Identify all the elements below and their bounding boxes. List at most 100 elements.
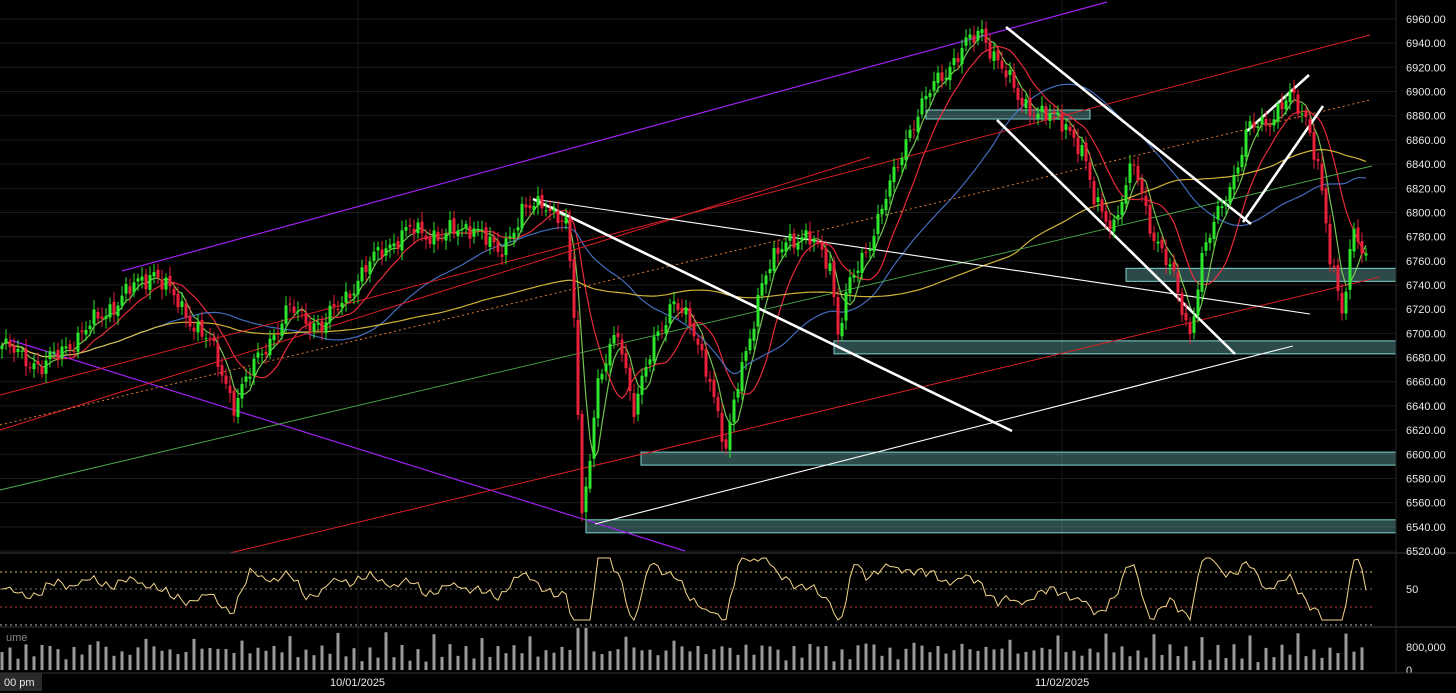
candle-body [176, 293, 180, 308]
candle-body [164, 277, 168, 290]
price-tick-label: 6900.00 [1406, 87, 1446, 99]
volume-bar [1144, 657, 1148, 670]
candle-body [440, 238, 444, 240]
volume-bar [824, 646, 828, 670]
volume-bar [304, 649, 308, 670]
price-tick-label: 6740.00 [1406, 280, 1446, 292]
candle-body [1336, 265, 1340, 292]
candle-body [1240, 154, 1244, 168]
candle-body [444, 233, 448, 241]
candle-body [152, 272, 156, 277]
candle-body [1364, 253, 1368, 256]
white-thin-uptrend [594, 345, 1294, 525]
candle-body [744, 351, 748, 361]
candle-body [968, 34, 972, 39]
candle-body [932, 81, 936, 91]
volume-bar [320, 645, 324, 670]
volume-bar [744, 644, 748, 670]
trendlines [0, 1, 1381, 554]
volume-bar [120, 651, 124, 670]
volume-bar [72, 646, 76, 670]
candle-body [204, 338, 208, 340]
price-tick-label: 6580.00 [1406, 473, 1446, 485]
candle-body [212, 336, 216, 342]
candle-body [748, 338, 752, 351]
candle-body [644, 366, 648, 377]
candle-body [668, 304, 672, 324]
candle-body [1268, 125, 1272, 127]
candle-body [504, 238, 508, 256]
candle-body [816, 241, 820, 243]
candle-body [616, 333, 620, 338]
candle-body [112, 301, 116, 315]
volume-bar [960, 643, 964, 670]
white-bold-trend-2 [1005, 25, 1252, 226]
ma-medium-line [1, 45, 1367, 399]
volume-bar [1320, 657, 1324, 670]
volume-bar [1160, 654, 1164, 670]
candle-body [776, 247, 780, 254]
candle-body [360, 267, 364, 282]
candle-body [556, 210, 560, 223]
volume-bar [864, 643, 868, 670]
candle-body [688, 308, 692, 327]
volume-bar [1352, 651, 1356, 670]
candle-body [1308, 119, 1312, 133]
candle-body [920, 98, 924, 115]
candle-body [1352, 228, 1356, 252]
volume-bar [96, 641, 100, 670]
candle-body [980, 29, 984, 34]
volume-bar [264, 650, 268, 670]
candle-body [200, 320, 204, 337]
volume-bar [192, 638, 196, 670]
candle-body [1348, 248, 1352, 290]
candle-body [28, 367, 32, 369]
volume-bar [928, 652, 932, 670]
candle-body [540, 194, 544, 209]
candle-body [1116, 215, 1120, 218]
candle-body [772, 248, 776, 271]
volume-bar [688, 651, 692, 670]
volume-bar [432, 634, 436, 670]
candle-body [16, 348, 20, 353]
volume-bar [872, 644, 876, 670]
volume-bar [1296, 633, 1300, 670]
volume-bar [840, 649, 844, 670]
candle-body [872, 236, 876, 252]
volume-bar [1096, 652, 1100, 670]
price-tick-label: 6920.00 [1406, 62, 1446, 74]
volume-bar [376, 657, 380, 670]
volume-bar [1336, 653, 1340, 670]
candle-body [332, 303, 336, 307]
volume-bar [24, 644, 28, 670]
candle-body [248, 376, 252, 379]
price-tick-label: 6800.00 [1406, 207, 1446, 219]
candle-body [1288, 90, 1292, 103]
candle-body [1192, 316, 1196, 333]
green-trend [0, 165, 1373, 491]
volume-bar [1048, 649, 1052, 670]
volume-bar [640, 650, 644, 670]
volume-bar [584, 628, 588, 670]
ma-long-line [1, 148, 1367, 358]
candle-body [284, 305, 288, 324]
price-tick-label: 6700.00 [1406, 328, 1446, 340]
candle-body [1176, 272, 1180, 293]
volume-tick-label: 0 [1406, 665, 1412, 677]
candle-body [600, 373, 604, 380]
volume-bar [1176, 656, 1180, 670]
candle-body [388, 244, 392, 249]
candle-body [1044, 106, 1048, 120]
candle-body [892, 166, 896, 183]
volume-bar [888, 647, 892, 670]
candle-body [1004, 70, 1008, 78]
candle-body [580, 413, 584, 514]
candle-body [788, 233, 792, 241]
candle-body [1056, 113, 1060, 116]
candle-body [396, 240, 400, 249]
volume-bar [984, 646, 988, 670]
price-tick-label: 6840.00 [1406, 159, 1446, 171]
support-zone [585, 519, 1397, 534]
candle-body [276, 332, 280, 335]
